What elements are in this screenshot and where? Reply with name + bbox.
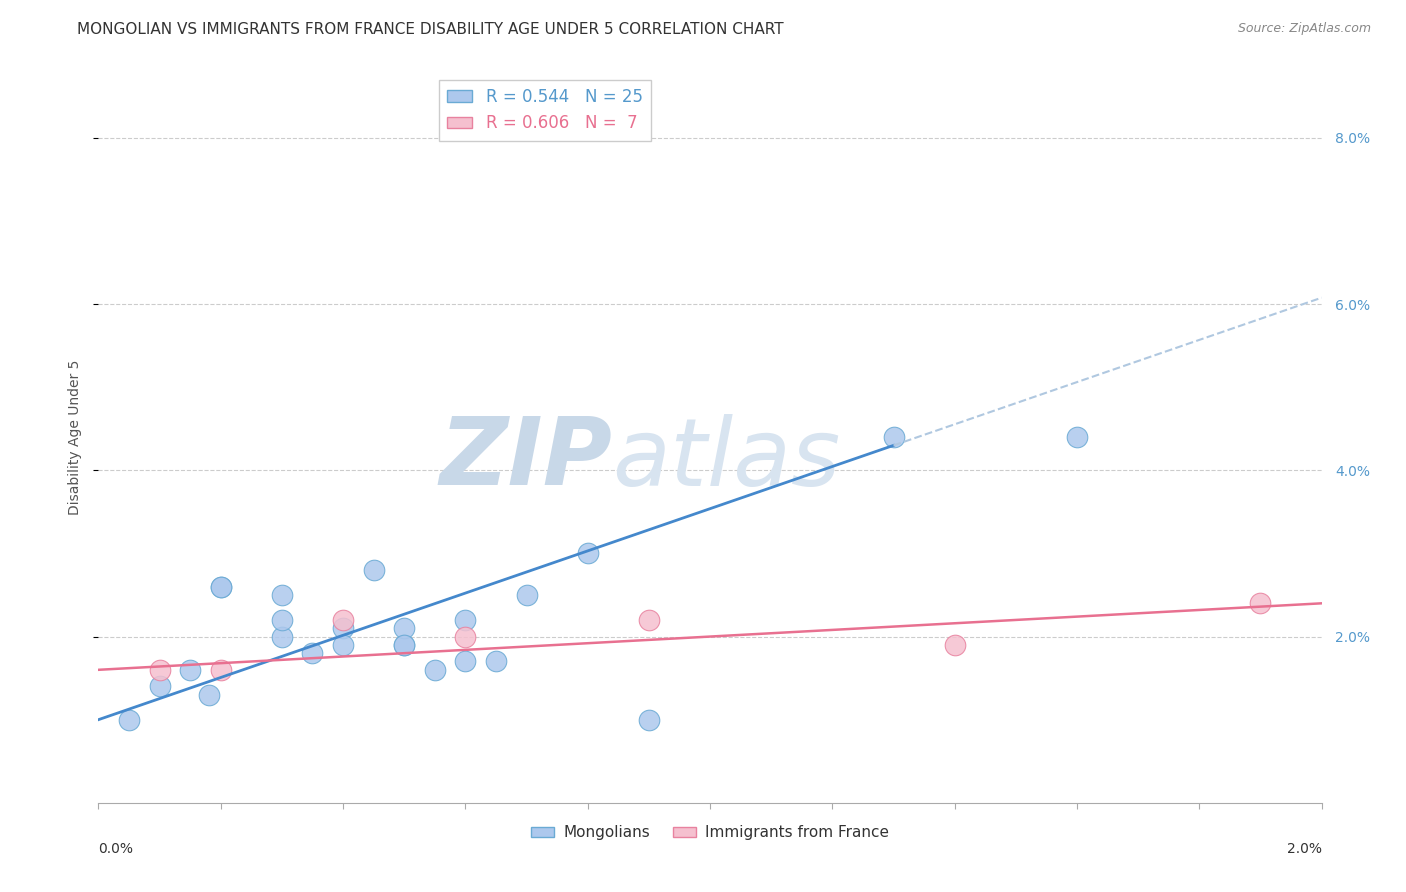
Point [576,546,599,560]
Point [332,613,354,627]
Point [1249,596,1271,610]
Point [209,580,232,594]
Point [454,613,477,627]
Point [301,646,323,660]
Y-axis label: Disability Age Under 5: Disability Age Under 5 [69,359,83,515]
Point [454,655,477,669]
Point [943,638,966,652]
Point [1066,430,1088,444]
Point [270,588,294,602]
Point [883,430,905,444]
Point [209,663,232,677]
Text: atlas: atlas [612,414,841,505]
Point [485,655,508,669]
Point [209,580,232,594]
Point [363,563,385,577]
Point [423,663,446,677]
Point [149,680,172,694]
Point [392,621,416,635]
Text: ZIP: ZIP [439,413,612,505]
Legend: Mongolians, Immigrants from France: Mongolians, Immigrants from France [524,819,896,847]
Point [332,638,354,652]
Point [332,621,354,635]
Text: 0.0%: 0.0% [98,842,134,855]
Point [149,663,172,677]
Point [270,630,294,644]
Point [392,638,416,652]
Point [637,713,661,727]
Text: MONGOLIAN VS IMMIGRANTS FROM FRANCE DISABILITY AGE UNDER 5 CORRELATION CHART: MONGOLIAN VS IMMIGRANTS FROM FRANCE DISA… [77,22,785,37]
Text: 2.0%: 2.0% [1286,842,1322,855]
Point [392,638,416,652]
Point [118,713,141,727]
Point [197,688,219,702]
Point [454,630,477,644]
Point [270,613,294,627]
Text: Source: ZipAtlas.com: Source: ZipAtlas.com [1237,22,1371,36]
Point [179,663,201,677]
Point [516,588,538,602]
Point [637,613,661,627]
